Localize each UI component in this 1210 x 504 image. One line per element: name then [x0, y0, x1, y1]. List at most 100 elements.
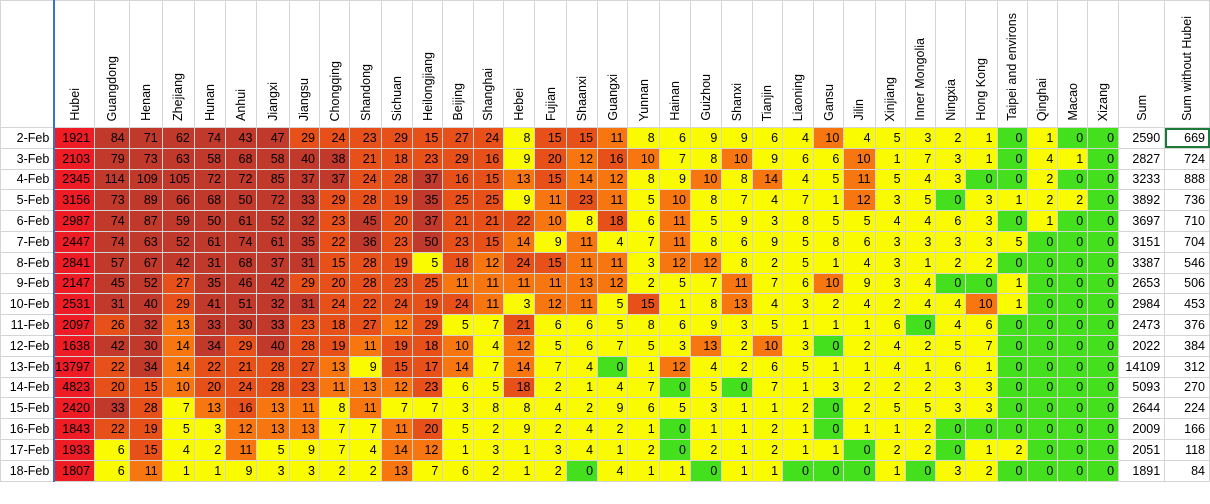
data-cell[interactable]: 24 — [318, 127, 351, 149]
data-cell[interactable]: 37 — [256, 251, 290, 274]
data-cell[interactable]: 10 — [442, 334, 474, 357]
data-cell[interactable]: 19 — [128, 418, 163, 440]
data-cell[interactable]: 11 — [380, 418, 413, 440]
data-cell[interactable]: 0 — [1026, 251, 1059, 274]
data-cell[interactable]: 3 — [935, 459, 967, 482]
data-cell[interactable]: 15 — [565, 127, 599, 149]
column-header-jiangxi[interactable]: Jiangxi — [256, 0, 290, 128]
data-cell[interactable]: 2531 — [53, 293, 96, 316]
column-header-fujian[interactable]: Fujian — [534, 0, 567, 128]
data-cell[interactable]: 4 — [782, 127, 814, 149]
data-cell[interactable]: 9 — [503, 418, 536, 440]
data-cell[interactable]: 6 — [442, 459, 474, 482]
data-cell[interactable]: 3 — [904, 127, 937, 149]
data-cell[interactable]: 15 — [534, 127, 567, 149]
data-cell[interactable]: 20 — [318, 272, 351, 295]
data-cell[interactable]: 87 — [128, 210, 163, 232]
data-cell[interactable]: 9 — [751, 230, 784, 253]
data-cell[interactable]: 16 — [597, 147, 629, 170]
data-cell[interactable]: 1921 — [53, 127, 96, 149]
data-cell[interactable]: 3 — [874, 189, 906, 212]
data-cell[interactable]: 20 — [94, 376, 130, 399]
data-cell[interactable]: 7 — [965, 334, 998, 357]
data-cell[interactable]: 0 — [1057, 438, 1089, 461]
data-cell[interactable]: 0 — [597, 355, 629, 378]
data-cell[interactable]: 40 — [128, 293, 163, 316]
data-cell[interactable]: 6 — [658, 314, 692, 336]
data-cell[interactable]: 29 — [442, 147, 474, 170]
data-cell[interactable]: 59 — [161, 210, 195, 232]
data-cell[interactable]: 0 — [1057, 168, 1089, 191]
data-cell[interactable]: 3151 — [1118, 230, 1166, 253]
data-cell[interactable]: 37 — [411, 168, 444, 191]
data-cell[interactable]: 23 — [380, 272, 413, 295]
column-header-xizang[interactable]: Xizang — [1087, 0, 1120, 128]
data-cell[interactable]: 15 — [472, 230, 505, 253]
data-cell[interactable]: 3233 — [1118, 168, 1166, 191]
data-cell[interactable]: 0 — [1087, 355, 1120, 378]
data-cell[interactable]: 24 — [318, 293, 351, 316]
data-cell[interactable]: 3 — [965, 189, 998, 212]
data-cell[interactable]: 1 — [721, 397, 753, 420]
data-cell[interactable]: 24 — [472, 127, 505, 149]
data-cell[interactable]: 4 — [534, 397, 567, 420]
data-cell[interactable]: 1 — [721, 459, 753, 482]
data-cell[interactable]: 0 — [1087, 314, 1120, 336]
data-cell[interactable]: 7 — [721, 189, 753, 212]
data-cell[interactable]: 1 — [965, 355, 998, 378]
data-cell[interactable]: 0 — [965, 418, 998, 440]
column-header-shandong[interactable]: Shandong — [349, 0, 382, 128]
data-cell[interactable]: 42 — [94, 334, 130, 357]
data-cell[interactable]: 0 — [1026, 418, 1059, 440]
data-cell[interactable]: 0 — [1087, 127, 1120, 149]
data-cell[interactable]: 22 — [94, 418, 130, 440]
data-cell[interactable]: 0 — [996, 147, 1028, 170]
data-cell[interactable]: 5 — [658, 272, 692, 295]
data-cell[interactable]: 61 — [193, 230, 227, 253]
data-cell[interactable]: 2 — [751, 418, 784, 440]
data-cell[interactable]: 2 — [874, 438, 906, 461]
data-cell[interactable]: 2 — [904, 438, 937, 461]
data-cell[interactable]: 18 — [411, 334, 444, 357]
data-cell[interactable]: 0 — [1057, 418, 1089, 440]
row-date[interactable]: 14-Feb — [0, 376, 56, 399]
data-cell[interactable]: 12 — [597, 168, 629, 191]
data-cell[interactable]: 2 — [965, 459, 998, 482]
data-cell[interactable]: 4 — [597, 376, 629, 399]
data-cell[interactable]: 8 — [472, 397, 505, 420]
data-cell[interactable]: 13 — [380, 459, 413, 482]
data-cell[interactable]: 5 — [256, 438, 290, 461]
data-cell[interactable]: 6 — [565, 314, 599, 336]
data-cell[interactable]: 9 — [503, 147, 536, 170]
data-cell[interactable]: 0 — [1057, 210, 1089, 232]
row-date[interactable]: 3-Feb — [0, 147, 56, 170]
data-cell[interactable]: 13797 — [53, 355, 96, 378]
data-cell[interactable]: 84 — [94, 127, 130, 149]
data-cell[interactable]: 1 — [812, 251, 845, 274]
data-cell[interactable]: 710 — [1164, 210, 1210, 232]
data-cell[interactable]: 506 — [1164, 272, 1210, 295]
column-header-hunan[interactable]: Hunan — [193, 0, 227, 128]
data-cell[interactable]: 57 — [94, 251, 130, 274]
data-cell[interactable]: 13 — [565, 272, 599, 295]
data-cell[interactable]: 0 — [1087, 397, 1120, 420]
data-cell[interactable]: 0 — [996, 334, 1028, 357]
data-cell[interactable]: 29 — [288, 272, 321, 295]
data-cell[interactable]: 0 — [658, 376, 692, 399]
column-header-guizhou[interactable]: Guizhou — [689, 0, 723, 128]
data-cell[interactable]: 19 — [411, 293, 444, 316]
data-cell[interactable]: 18 — [597, 210, 629, 232]
data-cell[interactable]: 73 — [128, 147, 163, 170]
data-cell[interactable]: 31 — [288, 293, 321, 316]
data-cell[interactable]: 74 — [225, 230, 258, 253]
data-cell[interactable]: 4 — [874, 355, 906, 378]
data-cell[interactable]: 37 — [318, 168, 351, 191]
data-cell[interactable]: 3892 — [1118, 189, 1166, 212]
data-cell[interactable]: 376 — [1164, 314, 1210, 336]
data-cell[interactable]: 0 — [1087, 251, 1120, 274]
data-cell[interactable]: 32 — [288, 210, 321, 232]
data-cell[interactable]: 11 — [721, 272, 753, 295]
data-cell[interactable]: 5 — [534, 334, 567, 357]
data-cell[interactable]: 51 — [225, 293, 258, 316]
data-cell[interactable]: 0 — [1026, 397, 1059, 420]
